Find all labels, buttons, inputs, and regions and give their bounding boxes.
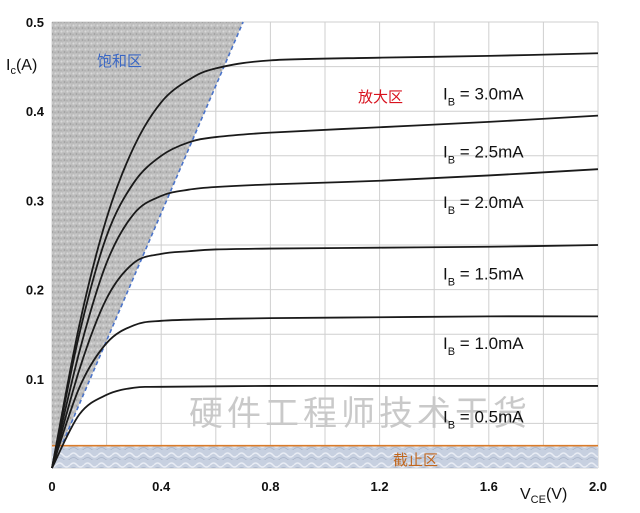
series-label-sub: B bbox=[448, 277, 455, 289]
x-axis-title-sub: CE bbox=[531, 494, 546, 506]
y-axis-title-main: I bbox=[6, 57, 10, 74]
curve-series-2 bbox=[51, 168, 599, 469]
series-label-prefix: I bbox=[443, 142, 448, 161]
y-tick-label: 0.2 bbox=[26, 283, 44, 298]
y-axis-title: Ic(A) bbox=[6, 57, 37, 77]
y-axis-title-sub: c bbox=[10, 65, 16, 77]
series-label-suffix: = 1.0mA bbox=[455, 334, 524, 353]
x-axis-title: VCE(V) bbox=[520, 486, 567, 506]
y-tick-labels: 0.1 0.2 0.3 0.4 0.5 bbox=[26, 15, 45, 387]
series-label-sub: B bbox=[448, 154, 455, 166]
curve-series-4 bbox=[51, 315, 599, 469]
series-label-prefix: I bbox=[443, 84, 448, 103]
series-label-5: IB = 0.5mA bbox=[443, 407, 524, 431]
cutoff-region-label: 截止区 bbox=[393, 451, 438, 469]
x-tick-label: 1.6 bbox=[480, 479, 498, 494]
series-label-prefix: I bbox=[443, 193, 448, 212]
series-label-suffix: = 1.5mA bbox=[455, 265, 524, 284]
watermark-text: 硬件工程师技术干货 bbox=[189, 394, 531, 434]
y-tick-label: 0.4 bbox=[26, 104, 45, 119]
curve-series-3 bbox=[51, 244, 599, 469]
series-label-suffix: = 2.5mA bbox=[455, 142, 524, 161]
curves bbox=[51, 52, 599, 469]
y-tick-label: 0.1 bbox=[26, 372, 44, 387]
x-axis-title-suffix: (V) bbox=[546, 486, 567, 503]
series-label-2: IB = 2.0mA bbox=[443, 193, 524, 217]
x-tick-label: 2.0 bbox=[589, 479, 607, 494]
x-tick-labels: 0 0.4 0.8 1.2 1.6 2.0 bbox=[48, 479, 607, 494]
y-axis-title-suffix: (A) bbox=[16, 57, 37, 74]
curve-series-5 bbox=[51, 384, 598, 469]
series-label-prefix: I bbox=[443, 334, 448, 353]
x-axis-title-main: V bbox=[520, 486, 531, 503]
series-label-1: IB = 2.5mA bbox=[443, 142, 524, 166]
series-label-0: IB = 3.0mA bbox=[443, 84, 524, 108]
series-label-suffix: = 2.0mA bbox=[455, 193, 524, 212]
x-tick-label: 0.4 bbox=[152, 479, 171, 494]
series-label-prefix: I bbox=[443, 265, 448, 284]
series-label-sub: B bbox=[448, 96, 455, 108]
series-label-sub: B bbox=[448, 205, 455, 217]
saturation-region-label: 饱和区 bbox=[97, 52, 142, 70]
cutoff-region bbox=[52, 445, 598, 468]
series-label-sub: B bbox=[448, 346, 455, 358]
y-tick-label: 0.3 bbox=[26, 193, 44, 208]
x-tick-label: 0.8 bbox=[261, 479, 279, 494]
x-tick-label: 0 bbox=[48, 479, 55, 494]
curve-series-1 bbox=[51, 114, 599, 469]
series-label-4: IB = 1.0mA bbox=[443, 334, 524, 358]
saturation-boundary-line bbox=[51, 21, 244, 469]
series-label-sub: B bbox=[448, 419, 455, 431]
series-label-suffix: = 3.0mA bbox=[455, 84, 524, 103]
series-label-prefix: I bbox=[443, 407, 448, 426]
y-tick-label: 0.5 bbox=[26, 15, 44, 30]
series-label-3: IB = 1.5mA bbox=[443, 265, 524, 289]
curve-series-0 bbox=[51, 52, 599, 469]
series-label-suffix: = 0.5mA bbox=[455, 407, 524, 426]
active-region-label: 放大区 bbox=[358, 88, 403, 106]
x-tick-label: 1.2 bbox=[371, 479, 389, 494]
